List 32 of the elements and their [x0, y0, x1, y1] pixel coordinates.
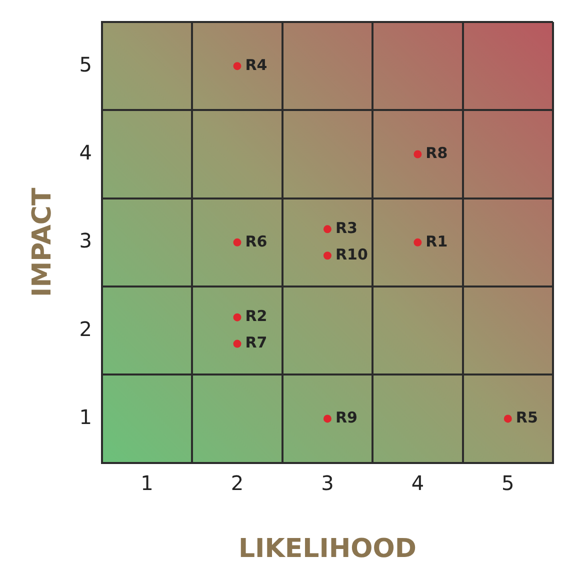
- annotation: R10: [335, 246, 368, 264]
- annotation: R6: [245, 232, 268, 250]
- annotation: R9: [335, 408, 358, 427]
- point: [504, 414, 512, 423]
- point: [323, 225, 332, 234]
- point: [233, 238, 242, 246]
- y-tick-label: 3: [79, 228, 92, 253]
- y-tick-label: 4: [79, 140, 92, 164]
- annotation: R1: [426, 232, 448, 250]
- point: [323, 252, 332, 260]
- y-axis-title: IMPACT: [27, 188, 58, 297]
- annotation: R7: [245, 334, 268, 352]
- point: [414, 150, 422, 158]
- x-tick-label: 2: [230, 471, 244, 496]
- x-tick-label: 3: [321, 471, 334, 496]
- point: [233, 313, 242, 322]
- annotation: R2: [245, 307, 268, 326]
- x-tick-label: 4: [411, 471, 424, 496]
- annotation: R5: [516, 408, 538, 427]
- point: [233, 62, 242, 70]
- x-tick-label: 1: [140, 471, 154, 496]
- point: [414, 238, 422, 246]
- x-axis-title: LIKELIHOOD: [238, 534, 416, 564]
- y-tick-label: 1: [79, 404, 92, 429]
- point: [323, 414, 332, 423]
- y-tick-label: 2: [79, 316, 92, 341]
- annotation: R3: [335, 219, 358, 238]
- x-tick-label: 5: [502, 471, 514, 496]
- y-tick-label: 5: [79, 52, 92, 76]
- annotation: R4: [245, 56, 268, 74]
- point: [233, 340, 242, 348]
- annotation: R8: [426, 144, 448, 162]
